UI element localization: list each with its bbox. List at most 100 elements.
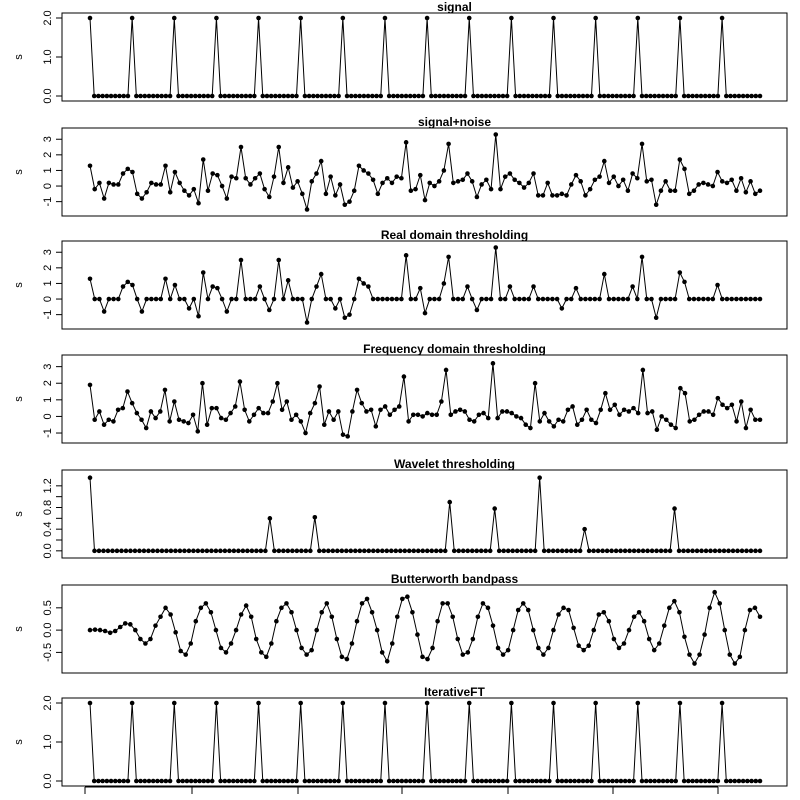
data-point — [639, 254, 645, 260]
data-point — [407, 778, 413, 784]
data-point — [525, 778, 531, 784]
data-point — [375, 296, 381, 302]
data-point — [256, 700, 261, 706]
data-point — [139, 196, 145, 201]
data-point — [577, 548, 583, 554]
data-point — [222, 778, 228, 784]
data-point — [111, 419, 116, 424]
data-point — [222, 93, 228, 99]
data-point — [415, 412, 421, 418]
data-point — [668, 422, 674, 428]
data-point — [294, 93, 299, 99]
data-point — [150, 548, 156, 554]
data-point — [568, 93, 573, 99]
data-point — [311, 778, 316, 784]
data-point — [218, 548, 223, 554]
data-point — [723, 778, 729, 784]
data-point — [315, 93, 320, 99]
data-point — [626, 627, 632, 633]
data-point — [573, 172, 579, 178]
data-point — [658, 548, 664, 554]
data-point — [327, 778, 333, 784]
data-point — [532, 548, 538, 554]
data-point — [230, 778, 236, 784]
data-point — [298, 700, 303, 706]
data-point — [586, 643, 592, 649]
data-point — [348, 93, 354, 99]
data-point — [649, 409, 655, 414]
data-point — [448, 412, 454, 418]
data-point — [719, 15, 725, 21]
data-point — [186, 420, 191, 426]
data-point — [517, 296, 522, 302]
data-point — [159, 778, 164, 784]
data-point — [119, 548, 124, 554]
data-point — [467, 417, 472, 423]
data-point — [375, 191, 381, 197]
data-point — [142, 778, 148, 784]
data-point — [272, 548, 277, 554]
data-point — [361, 778, 367, 784]
data-point — [715, 93, 721, 99]
data-point — [157, 409, 163, 414]
chart-panel: signal+noise s -1 0 1 2 3 — [13, 115, 788, 217]
y-tick-label: 3 — [42, 249, 54, 255]
data-point — [116, 182, 121, 187]
data-point — [673, 425, 678, 431]
data-point — [218, 778, 223, 784]
data-point — [614, 93, 620, 99]
data-point — [155, 548, 160, 554]
data-point — [365, 778, 371, 784]
data-point — [626, 409, 632, 414]
data-point — [97, 180, 102, 186]
data-point — [349, 641, 355, 646]
data-point — [269, 641, 274, 646]
data-point — [123, 548, 129, 554]
data-point — [327, 93, 333, 99]
data-point — [568, 296, 574, 302]
data-point — [101, 196, 107, 201]
data-point — [415, 632, 420, 637]
data-point — [451, 296, 456, 302]
data-point — [361, 168, 366, 173]
data-point — [749, 93, 754, 99]
data-point — [200, 380, 205, 386]
data-point — [351, 296, 357, 302]
data-point — [682, 279, 687, 285]
data-point — [743, 425, 749, 431]
data-point — [559, 191, 565, 197]
data-point — [115, 407, 121, 413]
data-point — [627, 778, 632, 784]
data-point — [321, 422, 327, 428]
data-point — [582, 526, 587, 532]
data-point — [319, 778, 325, 784]
data-point — [739, 548, 745, 554]
data-point — [574, 422, 580, 428]
data-point — [743, 189, 749, 195]
data-point — [555, 548, 560, 554]
data-point — [386, 778, 392, 784]
data-point — [715, 778, 721, 784]
chart-title: Frequency domain thresholding — [363, 342, 546, 356]
data-point — [745, 778, 750, 784]
data-point — [277, 778, 282, 784]
data-point — [277, 93, 282, 99]
data-point — [753, 93, 759, 99]
data-point — [593, 15, 598, 21]
data-point — [295, 296, 300, 302]
data-point — [92, 548, 97, 554]
data-point — [391, 93, 396, 99]
data-point — [523, 422, 529, 428]
data-point — [295, 179, 300, 184]
data-point — [264, 654, 269, 660]
data-point — [587, 296, 593, 302]
data-point — [231, 548, 237, 554]
y-tick-label: 0.4 — [42, 522, 54, 537]
data-point — [735, 548, 740, 554]
data-point — [474, 548, 480, 554]
data-point — [551, 424, 557, 429]
data-point — [236, 548, 241, 554]
data-point — [384, 296, 390, 302]
data-point — [125, 166, 131, 172]
data-point — [525, 607, 531, 613]
